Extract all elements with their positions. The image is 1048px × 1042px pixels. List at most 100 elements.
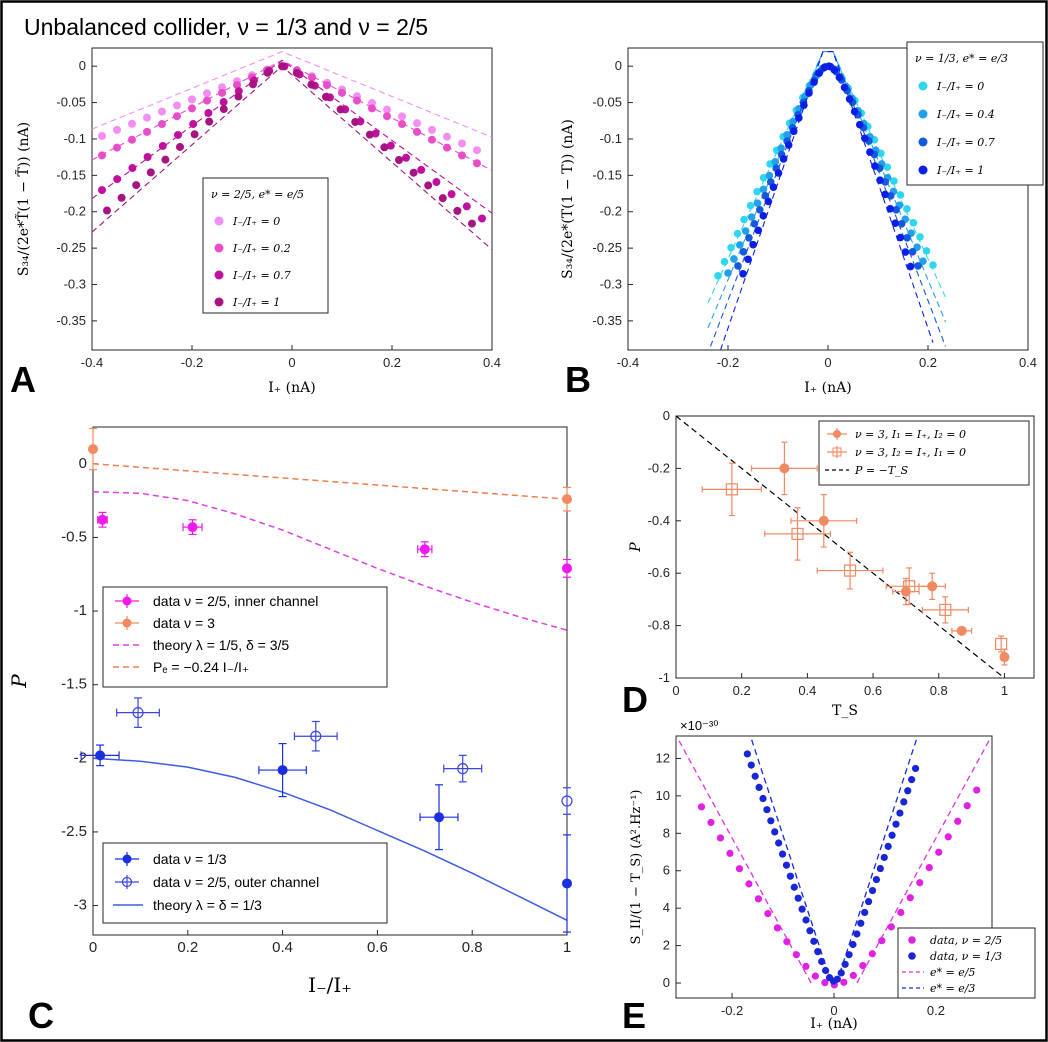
data-point (897, 219, 906, 228)
y-tick-label: -0.25 (56, 240, 86, 255)
data-point (815, 69, 823, 78)
x-tick-label: 0.6 (367, 939, 388, 956)
data-point (883, 163, 892, 171)
data-point (735, 865, 744, 873)
data-point (771, 828, 779, 836)
x-tick-label: -0.4 (617, 355, 639, 370)
y-tick-label: -0.2 (600, 204, 622, 219)
x-tick-label: 0.2 (927, 1003, 945, 1018)
legend-entry: Pₑ = −0.24 I₋/I₊ (153, 659, 249, 675)
data-point (956, 625, 967, 636)
data-point (963, 802, 971, 810)
legend-marker (122, 596, 132, 606)
data-point (764, 197, 773, 206)
panel-e: -0.2 0 0.2 0 2 4 6 8 10 12 ×10⁻³⁰ I₊ (nA) S_II/(1 − … (629, 718, 1036, 1032)
y-tick-label: -0.5 (61, 528, 87, 545)
data-point (818, 515, 829, 526)
data-point (888, 831, 896, 839)
data-point (310, 730, 322, 742)
legend-entry: I₋/I₊ = 0 (936, 80, 984, 93)
data-point (398, 112, 406, 121)
legend-entry: data ν = 3 (153, 615, 215, 631)
data-point (744, 255, 752, 264)
data-point (833, 975, 841, 983)
data-point (386, 141, 395, 150)
y-tick-label: -0.1 (600, 131, 622, 146)
data-point (779, 155, 788, 163)
data-point (720, 257, 729, 266)
data-point (740, 215, 748, 224)
y-tick-label: 0 (79, 58, 86, 73)
panel-a: -0.4 -0.2 0 0.2 0.4 0 -0.05 -0.1 -0.15 -0.2 -0.25 -… (14, 47, 501, 396)
y-tick-label: -0.2 (648, 460, 670, 475)
data-point (841, 960, 849, 968)
data-point (922, 247, 931, 255)
plot-area (92, 426, 568, 936)
legend-entry: data ν = 2/5, outer channel (153, 874, 319, 890)
legend-marker (908, 952, 916, 960)
legend-entry: data, ν = 1/3 (930, 950, 1002, 963)
x-tick-label: 0.4 (798, 683, 816, 698)
data-point (278, 62, 287, 71)
y-axis-label: S₃₄/(2e*T̃(1 − T̃)) (nA) (14, 122, 32, 276)
data-point (756, 205, 764, 214)
x-tick-label: 0 (824, 355, 831, 370)
data-point (98, 151, 106, 160)
data-point (789, 127, 798, 136)
data-point (173, 112, 181, 121)
x-axis-label: T_S (832, 703, 858, 719)
data-point (747, 213, 756, 221)
x-tick-label: 0.4 (272, 939, 293, 956)
data-point (896, 233, 905, 242)
data-point (419, 544, 430, 555)
x-tick-label: 0.8 (462, 939, 483, 956)
data-point (739, 248, 748, 256)
fit-line (91, 59, 493, 171)
y-tick-label: -3 (74, 897, 87, 914)
data-point (811, 972, 819, 980)
data-point (716, 834, 725, 842)
data-point (562, 494, 572, 505)
y-tick-label: -0.4 (648, 513, 670, 528)
data-point (865, 897, 873, 906)
legend-marker (918, 81, 928, 91)
data-point (845, 951, 853, 959)
data-point (188, 95, 196, 104)
y-tick-label: -0.15 (56, 167, 86, 182)
data-point (98, 186, 106, 195)
y-tick-label: 0 (663, 408, 670, 423)
data-point (845, 95, 854, 103)
data-point (892, 820, 900, 828)
data-point (173, 101, 181, 110)
legend-marker (214, 216, 224, 226)
data-point (794, 894, 802, 902)
y-tick-label: -0.3 (600, 277, 622, 292)
data-point (98, 131, 106, 140)
data-point (810, 78, 818, 86)
y-tick-label: 6 (663, 863, 670, 878)
y-multiplier: ×10⁻³⁰ (680, 718, 718, 733)
legend-box (906, 41, 1044, 186)
data-point (890, 177, 898, 185)
legend-entry: ν = 3, I₁ = I₊, I₂ = 0 (855, 428, 966, 441)
data-point (850, 107, 859, 116)
data-point (143, 152, 152, 161)
y-tick-label: -0.3 (64, 277, 86, 292)
legend-entry: e* = e/5 (930, 966, 975, 979)
data-point (146, 168, 155, 177)
data-point (190, 130, 199, 139)
y-tick-label: -0.1 (64, 131, 86, 146)
data-point (233, 81, 241, 90)
data-point (782, 861, 791, 869)
data-point (143, 113, 151, 122)
data-point (939, 603, 952, 616)
x-axis-label: I₊ (nA) (268, 380, 315, 396)
data-point (771, 158, 780, 166)
data-point (219, 105, 228, 114)
data-point (174, 130, 182, 139)
data-point (791, 527, 804, 541)
data-point (916, 233, 924, 241)
data-point (886, 204, 894, 213)
data-point (878, 937, 886, 945)
